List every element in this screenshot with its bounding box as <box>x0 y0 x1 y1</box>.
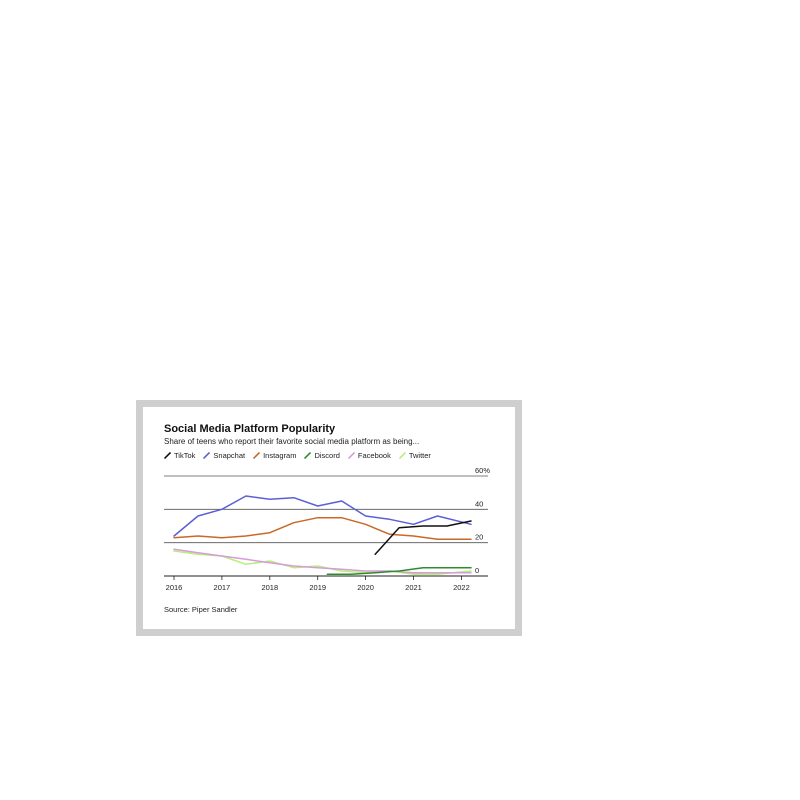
legend-item-discord: Discord <box>304 451 340 460</box>
series-line-facebook <box>173 548 472 574</box>
x-tick-label: 2018 <box>261 583 278 592</box>
legend-swatch-icon <box>347 452 355 459</box>
legend-item-twitter: Twitter <box>398 451 431 460</box>
y-tick-label: 40 <box>475 499 483 508</box>
legend-label: Facebook <box>357 451 391 460</box>
series-line-tiktok <box>374 520 472 556</box>
y-tick-label: 60% <box>475 466 490 475</box>
chart-subtitle: Share of teens who report their favorite… <box>164 437 420 446</box>
legend-label: Instagram <box>263 451 297 460</box>
series-line-snapchat <box>173 495 472 537</box>
legend-swatch-icon <box>253 452 261 459</box>
chart-title: Social Media Platform Popularity <box>164 423 336 435</box>
chart-frame: Social Media Platform Popularity Share o… <box>136 400 522 636</box>
x-tick-label: 2017 <box>214 583 231 592</box>
x-tick-label: 2019 <box>309 583 326 592</box>
legend-swatch-icon <box>398 452 406 459</box>
series-line-discord <box>326 566 472 576</box>
y-tick-label: 20 <box>475 533 483 542</box>
chart-source: Source: Piper Sandler <box>164 605 238 614</box>
legend-item-facebook: Facebook <box>347 451 391 460</box>
x-tick-label: 2021 <box>405 583 422 592</box>
legend-label: Twitter <box>408 451 431 460</box>
x-tick-label: 2022 <box>453 583 470 592</box>
legend-item-instagram: Instagram <box>253 451 296 460</box>
legend-swatch-icon <box>203 452 211 459</box>
x-tick-label: 2016 <box>166 583 183 592</box>
series-line-twitter <box>173 550 472 576</box>
x-tick-label: 2020 <box>357 583 374 592</box>
chart-legend: TikTok Snapchat Instagram Discord Facebook Tw… <box>164 451 431 460</box>
chart-plot-area: 60% 40 20 0 2016 2017 2018 2019 2020 2021 2022 <box>164 466 490 592</box>
legend-item-tiktok: TikTok <box>164 451 195 460</box>
legend-swatch-icon <box>164 452 171 459</box>
y-tick-label: 0 <box>475 566 479 575</box>
series-line-instagram <box>173 516 472 541</box>
legend-swatch-icon <box>304 452 312 459</box>
legend-label: Snapchat <box>213 451 246 460</box>
legend-label: Discord <box>314 451 340 460</box>
legend-item-snapchat: Snapchat <box>203 451 245 460</box>
chart-card: Social Media Platform Popularity Share o… <box>143 407 515 629</box>
legend-label: TikTok <box>174 451 196 460</box>
